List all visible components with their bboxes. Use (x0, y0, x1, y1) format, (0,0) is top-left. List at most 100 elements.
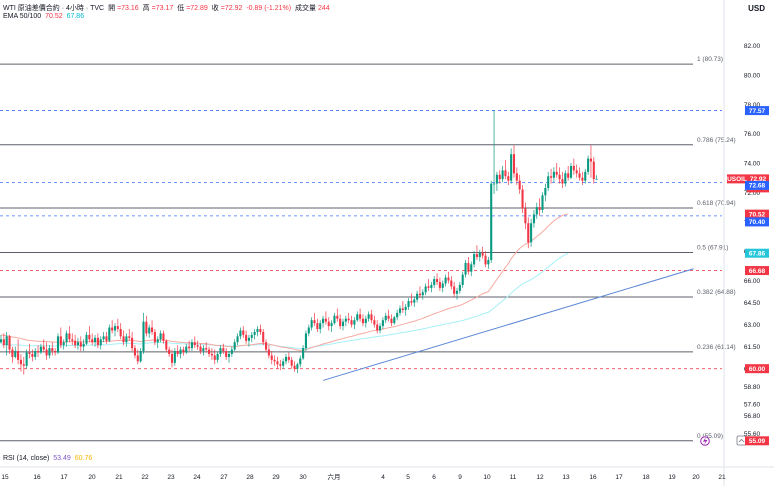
candle-146 (416, 290, 419, 303)
price-tag-5: 70.52 (745, 209, 769, 219)
candle-body-108 (307, 327, 310, 334)
candle-91 (259, 324, 262, 335)
y-tick-11: 61.50 (744, 344, 761, 351)
candle-body-13 (37, 351, 40, 353)
candle-body-137 (390, 318, 393, 324)
candle-body-45 (128, 336, 131, 338)
y-tick-3: 76.00 (744, 131, 761, 138)
candle-64 (182, 346, 185, 356)
candle-52 (148, 324, 151, 338)
candle-body-148 (421, 292, 424, 296)
candle-189 (538, 198, 541, 216)
candle-body-30 (85, 334, 88, 344)
candle-58 (165, 339, 168, 353)
candle-body-175 (498, 174, 501, 180)
candle-body-68 (193, 342, 196, 346)
candle-161 (458, 282, 461, 294)
candle-48 (136, 349, 139, 365)
candle-137 (390, 314, 393, 327)
x-tick-2: 17 (60, 474, 68, 481)
candle-body-112 (319, 323, 322, 330)
y-tick-15: 56.80 (744, 413, 761, 420)
candle-138 (393, 315, 396, 325)
candle-body-50 (142, 321, 145, 352)
candle-112 (319, 320, 322, 334)
candle-136 (387, 309, 390, 322)
x-tick-14: 5 (406, 474, 410, 481)
candle-19 (54, 348, 57, 356)
fib-label-4: 0.382 (64.88) (697, 289, 736, 296)
high-label: 高 (142, 5, 150, 12)
candle-203 (578, 167, 581, 181)
candle-body-120 (341, 321, 345, 327)
x-tick-15: 6 (432, 474, 436, 481)
volume-label: 成交量 (295, 5, 317, 12)
price-tag-bg-0 (745, 106, 769, 116)
candle-body-83 (236, 336, 239, 343)
candle-6 (17, 339, 20, 365)
candle-body-49 (139, 351, 142, 362)
candle-116 (330, 320, 333, 332)
candle-139 (396, 309, 399, 321)
candle-67 (190, 339, 193, 352)
candle-body-133 (379, 326, 382, 331)
candle-175 (498, 170, 501, 184)
candle-157 (447, 271, 450, 284)
candle-body-7 (19, 359, 22, 365)
candle-body-27 (76, 342, 79, 346)
candle-body-69 (196, 345, 199, 347)
candle-body-15 (42, 346, 45, 350)
candle-body-158 (450, 280, 453, 287)
candle-43 (122, 330, 125, 346)
open-value: =73.16 (117, 5, 139, 12)
price-tag-0: 77.57 (745, 106, 769, 116)
candle-body-107 (304, 333, 307, 349)
candle-body-130 (370, 314, 373, 321)
candle-body-200 (569, 165, 573, 178)
candle-body-184 (524, 208, 527, 224)
candle-13 (37, 345, 40, 357)
symbol-line: WTI 原油差價合約 · 4小時 · TVC (3, 5, 105, 12)
candle-body-66 (188, 346, 191, 349)
candle-115 (327, 317, 330, 331)
candle-1 (2, 333, 5, 349)
candle-body-3 (8, 336, 11, 350)
candle-163 (464, 259, 467, 278)
candle-11 (31, 349, 34, 362)
candle-86 (245, 330, 248, 344)
candle-72 (205, 342, 208, 353)
candle-150 (427, 279, 430, 291)
candle-97 (276, 356, 279, 369)
candle-body-149 (424, 286, 427, 293)
candle-182 (518, 174, 521, 194)
candle-204 (581, 171, 584, 186)
x-tick-1: 16 (33, 474, 41, 481)
price-tag-1: USOIL (727, 174, 747, 184)
candle-3 (8, 334, 11, 354)
candle-body-102 (290, 359, 293, 366)
candle-body-167 (475, 254, 478, 258)
candle-101 (287, 352, 290, 363)
candle-body-168 (478, 252, 481, 258)
candle-body-156 (444, 277, 447, 284)
candle-body-98 (279, 364, 282, 366)
candle-28 (79, 336, 82, 352)
candle-body-151 (430, 284, 433, 288)
price-tag-text-4: 72.68 (749, 183, 766, 190)
candle-body-10 (28, 352, 31, 354)
candle-160 (455, 287, 459, 300)
candle-119 (339, 314, 342, 330)
candle-body-0 (0, 339, 3, 343)
open-label: 開 (108, 5, 116, 12)
candle-body-18 (51, 348, 54, 352)
candle-199 (567, 165, 570, 181)
candle-50 (142, 312, 145, 354)
candle-body-150 (427, 286, 430, 288)
candle-95 (270, 351, 273, 365)
candle-body-159 (453, 286, 456, 294)
candle-33 (94, 334, 97, 347)
candle-47 (133, 345, 136, 359)
candle-body-35 (99, 339, 102, 346)
candle-body-56 (159, 333, 162, 340)
